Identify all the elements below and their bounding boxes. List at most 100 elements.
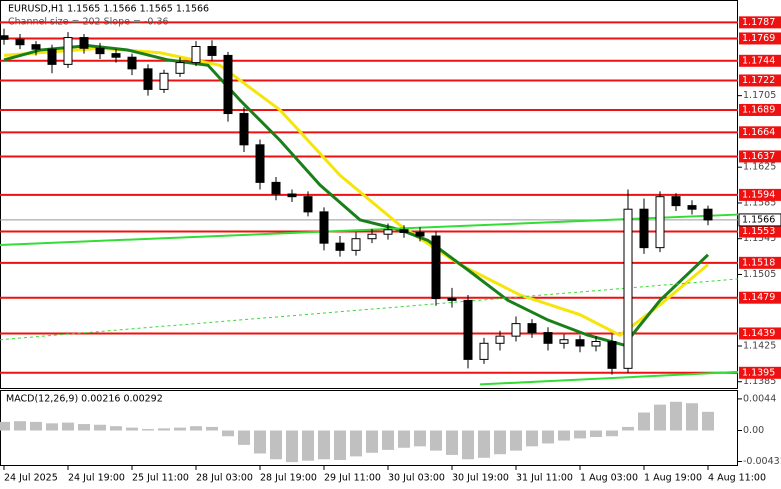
indicator-line — [479, 370, 739, 386]
level-box — [739, 150, 781, 163]
histogram-bar — [638, 412, 650, 431]
candle-body — [127, 56, 137, 70]
candle-body — [463, 299, 473, 360]
candle-body — [319, 211, 329, 244]
level-box — [739, 74, 781, 87]
x-tick-label: 1 Aug 19:00 — [644, 473, 702, 484]
candle-body — [191, 45, 201, 64]
candle-body — [383, 229, 393, 235]
candle-body — [79, 37, 89, 49]
candle-body — [543, 332, 553, 344]
histogram-bar — [558, 430, 570, 441]
histogram-bar — [702, 411, 714, 431]
histogram-bar — [542, 430, 554, 444]
candle-body — [671, 196, 681, 207]
candle-body — [527, 323, 537, 334]
histogram-bar — [62, 422, 74, 431]
chart-subtitle: Channel size = 202 Slope = -0.36 — [8, 17, 169, 28]
candle-body — [15, 38, 25, 46]
y-tick-label: 1.1425 — [743, 340, 776, 351]
histogram-bar — [142, 429, 154, 431]
y-tick-label: 1.1625 — [743, 162, 776, 173]
candle-body — [495, 335, 505, 344]
level-box — [739, 32, 781, 45]
histogram-bar — [350, 430, 362, 457]
histogram-bar — [606, 430, 618, 437]
candle-body — [655, 196, 665, 249]
y-tick-label: 0.0044 — [743, 393, 776, 404]
histogram-bar — [0, 421, 10, 431]
x-tick-label: 25 Jul 11:00 — [132, 473, 189, 484]
level-box — [739, 327, 781, 340]
histogram-bar — [30, 421, 42, 431]
candle-body — [447, 298, 457, 301]
candle-body — [703, 208, 713, 221]
candle-body — [271, 181, 281, 195]
level-label: 1.1664 — [742, 127, 775, 138]
candle-body — [95, 47, 105, 55]
y-tick-label: 1.1505 — [743, 269, 776, 280]
histogram-bar — [302, 430, 314, 461]
x-tick-label: 30 Jul 03:00 — [388, 473, 445, 484]
histogram-bar — [318, 430, 330, 460]
level-box — [739, 103, 781, 116]
level-box — [739, 54, 781, 67]
histogram-bar — [654, 404, 666, 431]
x-tick-label: 24 Jul 2025 — [4, 473, 58, 484]
histogram-bar — [174, 427, 186, 431]
level-label: 1.1744 — [742, 55, 775, 66]
x-tick-label: 29 Jul 11:00 — [324, 473, 381, 484]
histogram-bar — [238, 430, 250, 445]
histogram-bar — [414, 430, 426, 447]
candle-body — [687, 205, 697, 210]
histogram-bar — [446, 430, 458, 455]
histogram-bar — [430, 430, 442, 451]
level-box — [739, 366, 781, 379]
histogram-bar — [190, 426, 202, 431]
level-label: 1.1689 — [742, 104, 775, 115]
histogram-bar — [382, 430, 394, 450]
histogram-bar — [14, 421, 26, 431]
candle-body — [111, 53, 121, 58]
indicator-line — [3, 46, 709, 338]
histogram-bar — [366, 430, 378, 453]
histogram-bar — [478, 430, 490, 458]
candle-body — [623, 208, 633, 369]
histogram-bar — [398, 430, 410, 448]
candle-body — [47, 48, 57, 65]
last-price-box — [738, 213, 781, 227]
histogram-bar — [206, 426, 218, 431]
candle-body — [431, 235, 441, 300]
candle-body — [207, 45, 217, 56]
x-tick-label: 24 Jul 19:00 — [68, 473, 125, 484]
candle-body — [63, 37, 73, 65]
histogram-bar — [670, 401, 682, 431]
level-label: 1.1722 — [742, 75, 775, 86]
y-tick-label: 1.1545 — [743, 233, 776, 244]
candle-body — [239, 113, 249, 146]
level-label: 1.1594 — [742, 189, 775, 200]
histogram-bar — [590, 430, 602, 437]
histogram-bar — [686, 403, 698, 431]
candle-body — [575, 339, 585, 347]
indicator-line — [3, 44, 710, 347]
candle-body — [511, 323, 521, 337]
candle-body — [639, 208, 649, 249]
y-tick-label: -0.00431 — [743, 456, 781, 467]
level-label: 1.1553 — [742, 226, 775, 237]
level-label: 1.1479 — [742, 292, 775, 303]
candle-body — [351, 238, 361, 251]
x-tick-label: 1 Aug 03:00 — [580, 473, 638, 484]
histogram-bar — [622, 426, 634, 431]
candle-body — [335, 242, 345, 251]
candle-body — [175, 62, 185, 74]
candle-body — [0, 35, 9, 40]
y-tick-label: 1.1585 — [743, 197, 776, 208]
histogram-bar — [94, 424, 106, 431]
x-tick-label: 28 Jul 03:00 — [196, 473, 253, 484]
candle-body — [159, 72, 169, 90]
histogram-bar — [574, 430, 586, 439]
candle-body — [479, 342, 489, 360]
level-box — [739, 126, 781, 139]
candle-body — [591, 341, 601, 347]
